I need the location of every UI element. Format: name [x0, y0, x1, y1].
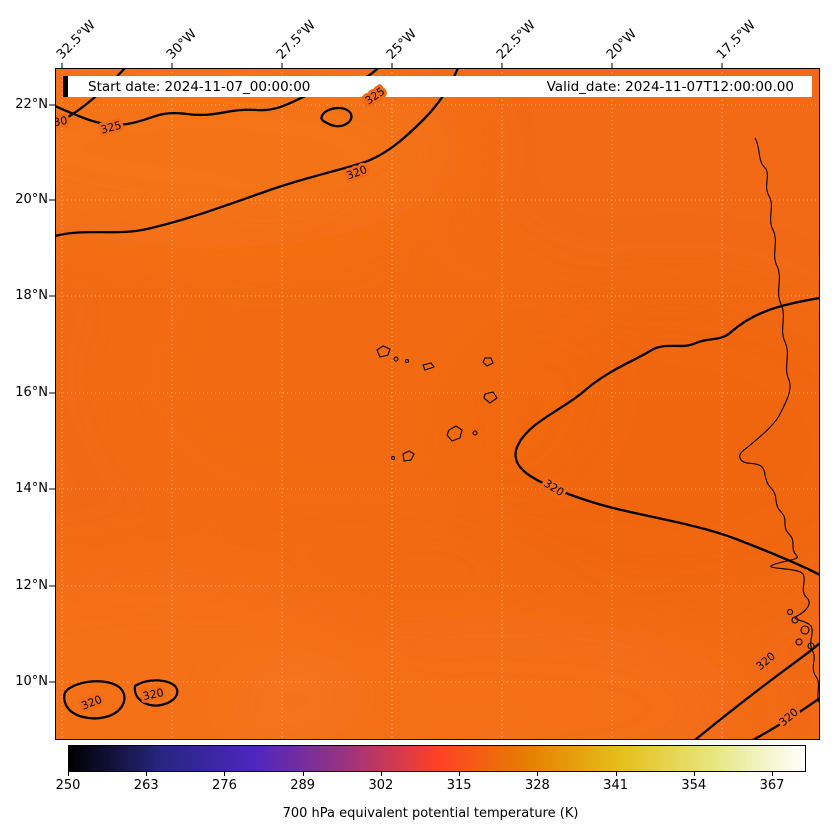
colorbar-tickmark	[68, 772, 69, 776]
colorbar-tickmark	[772, 772, 774, 776]
theta-e-shading	[55, 68, 820, 740]
annotation-band-notch	[63, 76, 68, 97]
annotation-band	[68, 76, 812, 97]
contour-330	[55, 68, 127, 126]
valid-date-annotation: Valid_date: 2024-11-07T12:00:00.00	[546, 79, 794, 95]
colorbar-tickmark	[380, 772, 382, 776]
colorbar-label: 700 hPa equivalent potential temperature…	[282, 806, 579, 821]
colorbar: 250 263 276 289 302 315 328 341 354 367	[56, 745, 806, 805]
coastline-cape-verde-islands	[376, 345, 498, 462]
lat-tick-label: 22°N	[15, 97, 48, 112]
colorbar-tick-label: 328	[524, 778, 550, 793]
start-date-annotation: Start date: 2024-11-07_00:00:00	[88, 79, 311, 95]
contour-320-main	[55, 68, 460, 238]
lat-tick-label: 16°N	[15, 385, 48, 400]
colorbar-tick-label: 250	[55, 778, 81, 793]
contour-label-330: 30	[55, 114, 68, 129]
colorbar-tickmark	[146, 772, 148, 776]
colorbar-tickmark	[302, 772, 304, 776]
lat-tick-label: 20°N	[15, 192, 48, 207]
colorbar-tick-label: 354	[681, 778, 707, 793]
colorbar-tickmark	[224, 772, 226, 776]
contour-320-closed-b	[133, 679, 179, 707]
colorbar-tick-label: 302	[368, 778, 394, 793]
contour-320-br-1	[693, 641, 820, 740]
plot-frame	[55, 68, 820, 740]
lat-tick-label: 18°N	[15, 288, 48, 303]
colorbar-tick-label: 315	[446, 778, 472, 793]
colorbar-tick-label: 263	[133, 778, 159, 793]
colorbar-tickmark	[459, 772, 461, 776]
contour-320-hook	[514, 296, 820, 577]
colorbar-tick-label: 289	[290, 778, 316, 793]
colorbar-gradient	[68, 745, 806, 772]
lat-tick-label: 14°N	[15, 481, 48, 496]
map-plot: 30 325 325 320 320 320 320 320 320 Start…	[55, 68, 820, 740]
contour-320-br-2	[751, 696, 820, 740]
colorbar-tickmark	[615, 772, 617, 776]
graticule-gridlines	[55, 68, 820, 740]
contour-320-closed-a	[63, 680, 126, 720]
map-canvas: 30 325 325 320 320 320 320 320 320	[55, 68, 820, 740]
colorbar-tickmark	[537, 772, 539, 776]
contour-325-closed	[320, 106, 353, 128]
coastline-islands-bijagos	[786, 608, 815, 650]
colorbar-tick-label: 276	[212, 778, 237, 793]
colorbar-tick-label: 341	[603, 778, 629, 793]
colorbar-tick-label: 367	[759, 778, 785, 793]
contour-325-main	[55, 68, 380, 126]
lat-tick-label: 10°N	[15, 674, 48, 689]
colorbar-tickmark	[693, 772, 695, 776]
lat-tick-label: 12°N	[15, 578, 48, 593]
